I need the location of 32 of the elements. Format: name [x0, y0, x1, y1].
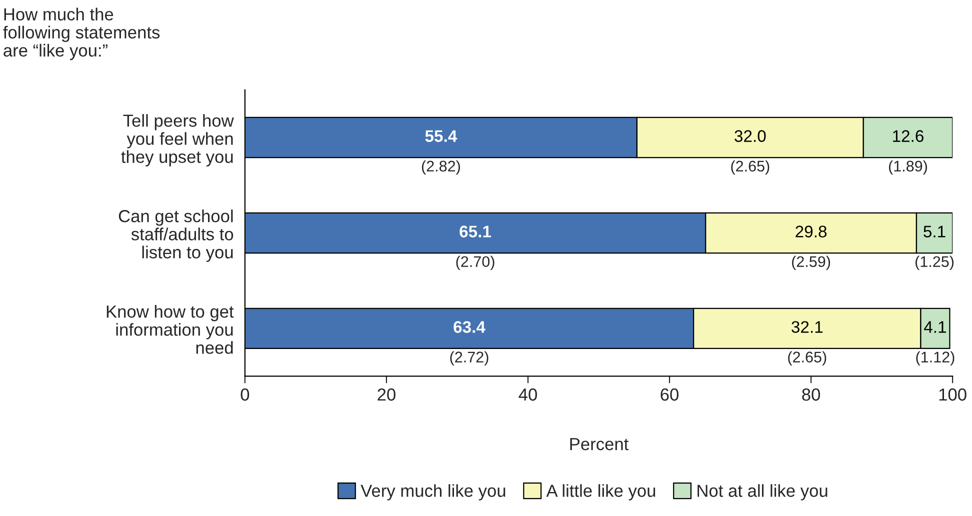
data-label: 5.1: [924, 226, 946, 238]
data-label: 29.8: [796, 226, 827, 238]
annotation: (2.65): [731, 160, 770, 175]
x-tick-label: 100: [939, 388, 966, 401]
data-label: 55.4: [425, 130, 458, 142]
annotation: (2.70): [456, 256, 494, 270]
y-tick-label: Can get school staff/adults to listen to you: [118, 210, 234, 262]
annotation: (2.72): [450, 351, 488, 366]
data-label: 4.1: [924, 321, 946, 333]
annotation: (2.59): [792, 256, 830, 270]
x-tick-label: 0: [240, 388, 250, 401]
annotation: (2.82): [422, 160, 460, 175]
data-label: 32.0: [734, 130, 766, 142]
legend-label: A little like you: [546, 484, 656, 500]
x-axis-title: Percent: [570, 438, 629, 450]
x-tick-label: 80: [802, 388, 820, 401]
data-label: 65.1: [460, 226, 492, 238]
x-tick-label: 20: [378, 388, 396, 401]
data-label: 32.1: [792, 321, 823, 333]
y-tick-label: Tell peers how you feel when they upset you: [121, 114, 234, 166]
y-tick-label: Know how to get information you need: [106, 305, 234, 354]
annotation: (2.65): [788, 351, 826, 366]
annotation: (1.25): [916, 256, 954, 270]
x-tick-label: 60: [660, 388, 678, 401]
annotation: (1.12): [916, 351, 954, 366]
text: How much the following statements are “like you:”: [3, 8, 160, 60]
data-label: 63.4: [454, 321, 486, 333]
x-tick-label: 40: [518, 388, 537, 401]
data-label: 12.6: [893, 130, 924, 142]
annotation: (1.89): [888, 160, 927, 175]
legend-label: Very much like you: [360, 484, 506, 500]
legend-label: Not at all like you: [698, 484, 828, 500]
